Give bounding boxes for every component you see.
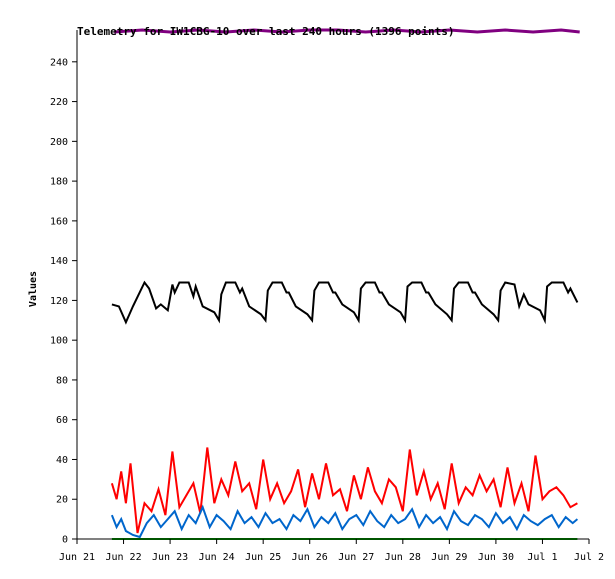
x-tick-label: Jun 29	[431, 552, 467, 563]
y-tick-label: 80	[56, 375, 68, 386]
y-tick-label: 0	[62, 535, 68, 546]
chart-axes	[76, 30, 589, 540]
y-tick-label: 200	[50, 137, 68, 148]
y-tick-label: 100	[50, 336, 68, 347]
x-tick-label: Jun 25	[245, 552, 281, 563]
series-line-4	[110, 504, 579, 539]
y-tick-label: 180	[50, 177, 68, 188]
x-tick-label: Jul 2	[574, 552, 604, 563]
x-tick-label: Jul 1	[527, 552, 557, 563]
chart-title: Telemetry for IW1CBG-10 over last 240 ho…	[77, 25, 455, 38]
y-tick-label: 40	[56, 455, 68, 466]
x-tick-label: Jun 28	[385, 552, 421, 563]
series-line-2	[111, 280, 579, 325]
x-tick-label: Jun 26	[292, 552, 328, 563]
series-line-1	[114, 28, 580, 34]
y-tick-label: 20	[56, 495, 68, 506]
x-axis-ticks: Jun 21 Jun 22 Jun 23 Jun 24 Jun 25 Jun 26 Jun …	[59, 539, 604, 563]
y-tick-label: 220	[50, 97, 68, 108]
y-axis-ticks: 0 20 40 60 80 100 120 140 160 180 200 220 240	[50, 57, 77, 546]
chart-marks	[110, 28, 580, 540]
y-axis-label: Values	[28, 271, 39, 307]
x-tick-label: Jun 24	[199, 552, 235, 563]
y-tick-label: 240	[50, 57, 68, 68]
y-tick-label: 120	[50, 296, 68, 307]
x-tick-label: Jun 22	[105, 552, 141, 563]
x-tick-label: Jun 21	[59, 552, 95, 563]
y-tick-label: 140	[50, 256, 68, 267]
x-tick-label: Jun 27	[338, 552, 374, 563]
y-tick-label: 160	[50, 216, 68, 227]
series-line-3	[110, 447, 578, 534]
y-tick-label: 60	[56, 415, 68, 426]
x-tick-label: Jun 30	[478, 552, 514, 563]
x-tick-label: Jun 23	[152, 552, 188, 563]
